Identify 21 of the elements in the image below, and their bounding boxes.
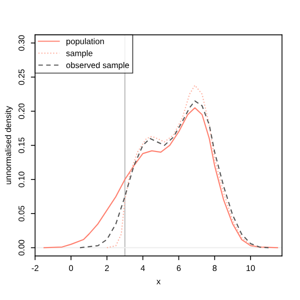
x-tick-label: 4 [140, 265, 145, 271]
x-tick-label: 2 [105, 265, 109, 271]
x-tick-label: 8 [212, 265, 217, 272]
x-tick-label: 0 [69, 265, 74, 272]
x-axis-title: x [156, 280, 161, 284]
y-tick-label: 0.00 [18, 240, 24, 256]
line-series [44, 107, 278, 248]
y-tick-label: 0.30 [18, 35, 24, 51]
y-tick-label: 0.20 [18, 103, 24, 120]
y-tick-label: 0.25 [18, 69, 24, 85]
y-tick-label: 0.15 [18, 138, 24, 154]
y-axis-title: unnormalised density [4, 106, 13, 184]
y-tick-label: 0.10 [18, 172, 24, 188]
line-series [79, 100, 270, 248]
x-tick-label: 6 [176, 265, 181, 272]
legend-label: sample [66, 50, 92, 58]
x-tick-label: 10 [246, 265, 255, 272]
legend-label: population [66, 38, 104, 46]
y-tick-label: 0.05 [18, 206, 24, 222]
legend-label: observed sample [66, 62, 130, 70]
x-tick-label: -2 [32, 265, 38, 271]
